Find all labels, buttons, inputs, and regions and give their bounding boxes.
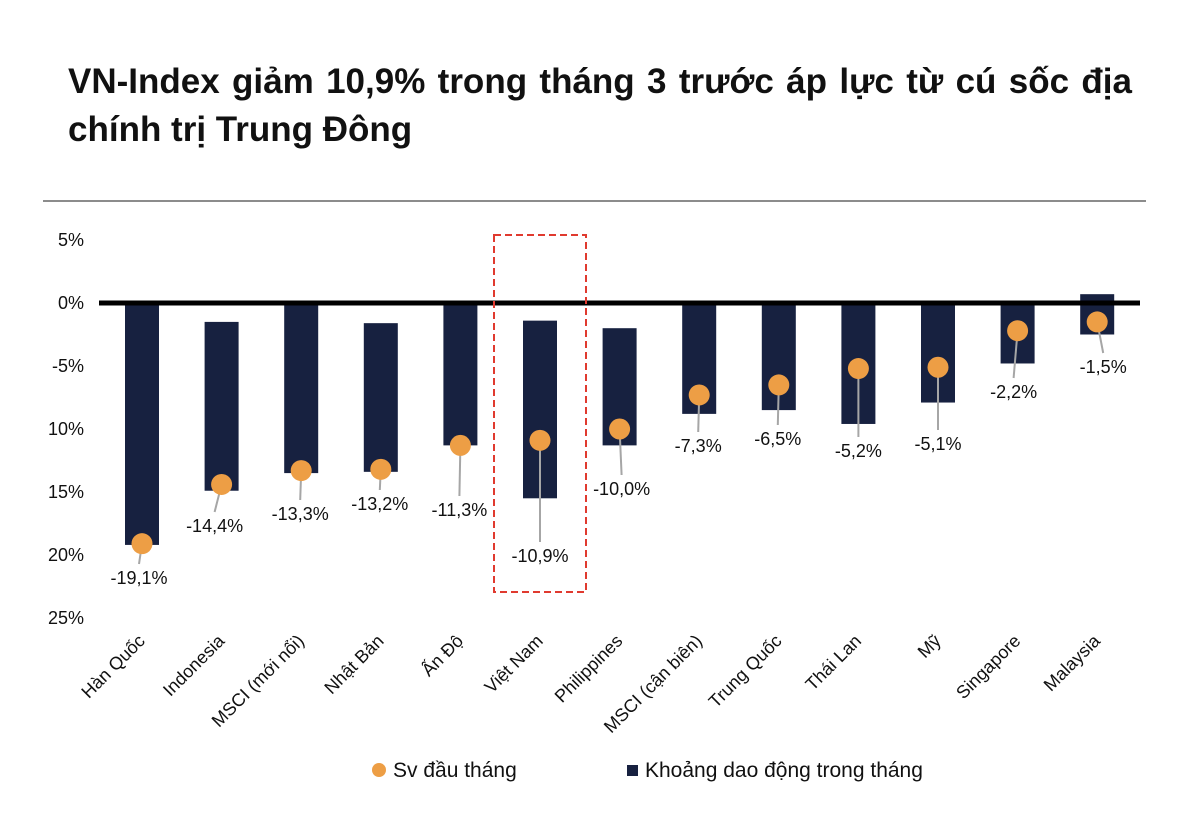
title-divider xyxy=(43,200,1146,202)
y-tick-label: 15% xyxy=(48,482,84,502)
data-label: -10,9% xyxy=(511,546,568,566)
data-labels: -19,1% -14,4% -13,3% -13,2% -11,3% -10,9% -10,… xyxy=(110,357,1126,588)
y-tick-label: 20% xyxy=(48,545,84,565)
data-label: -7,3% xyxy=(675,436,722,456)
data-label: -5,2% xyxy=(835,441,882,461)
start-of-month-points xyxy=(131,311,1108,555)
y-tick-label: 25% xyxy=(48,608,84,628)
x-category-label: Philippines xyxy=(551,631,627,707)
data-label: -2,2% xyxy=(990,382,1037,402)
y-tick-label: 0% xyxy=(58,293,84,313)
data-label: -6,5% xyxy=(754,429,801,449)
start-of-month-point xyxy=(211,473,233,495)
legend-bar-swatch xyxy=(627,765,638,776)
legend-bar-label: Khoảng dao động trong tháng xyxy=(645,759,923,782)
x-category-label: Việt Nam xyxy=(481,631,547,697)
start-of-month-point xyxy=(290,460,312,482)
data-label: -1,5% xyxy=(1080,357,1127,377)
x-category-label: Indonesia xyxy=(159,630,229,700)
range-bar xyxy=(284,303,319,474)
start-of-month-point xyxy=(768,374,790,396)
data-label: -13,3% xyxy=(272,504,329,524)
data-label: -5,1% xyxy=(914,434,961,454)
data-label: -10,0% xyxy=(593,479,650,499)
x-category-label: Ấn Độ xyxy=(417,630,467,680)
legend-point-label: Sv đầu tháng xyxy=(393,759,517,782)
y-tick-label: -5% xyxy=(52,356,84,376)
start-of-month-point xyxy=(927,356,949,378)
start-of-month-point xyxy=(1007,320,1029,342)
range-bars xyxy=(125,294,1115,545)
x-category-label: Malaysia xyxy=(1040,630,1105,695)
y-tick-label: 10% xyxy=(48,419,84,439)
data-label: -14,4% xyxy=(186,516,243,536)
legend-point-swatch xyxy=(372,763,386,777)
legend: Sv đầu tháng Khoảng dao động trong tháng xyxy=(372,759,923,782)
leader-lines xyxy=(138,321,1105,565)
start-of-month-point xyxy=(449,434,471,456)
y-axis: 5% 0% -5% 10% 15% 20% 25% xyxy=(48,230,84,628)
start-of-month-point xyxy=(688,384,710,406)
x-category-label: Hàn Quốc xyxy=(77,631,148,702)
highlight-group xyxy=(493,234,587,593)
data-label: -19,1% xyxy=(110,568,167,588)
x-category-label: Thái Lan xyxy=(802,631,866,695)
data-label: -11,3% xyxy=(432,500,488,520)
start-of-month-point xyxy=(370,458,392,480)
range-bar xyxy=(363,323,398,472)
start-of-month-point xyxy=(847,358,869,380)
y-tick-label: 5% xyxy=(58,230,84,250)
start-of-month-point xyxy=(609,418,631,440)
x-category-label: Nhật Bản xyxy=(320,631,387,698)
x-category-label: Trung Quốc xyxy=(705,631,786,712)
range-bar xyxy=(204,321,239,491)
range-bar xyxy=(443,303,478,446)
x-category-label: Mỹ xyxy=(914,631,945,662)
range-bar xyxy=(125,303,159,545)
chart-title: VN-Index giảm 10,9% trong tháng 3 trước … xyxy=(68,62,1132,149)
x-category-label: Singapore xyxy=(952,631,1024,703)
data-label: -13,2% xyxy=(351,494,408,514)
start-of-month-point xyxy=(1086,311,1108,333)
start-of-month-point xyxy=(131,533,153,555)
start-of-month-point xyxy=(529,429,551,451)
highlight-box xyxy=(493,234,587,593)
